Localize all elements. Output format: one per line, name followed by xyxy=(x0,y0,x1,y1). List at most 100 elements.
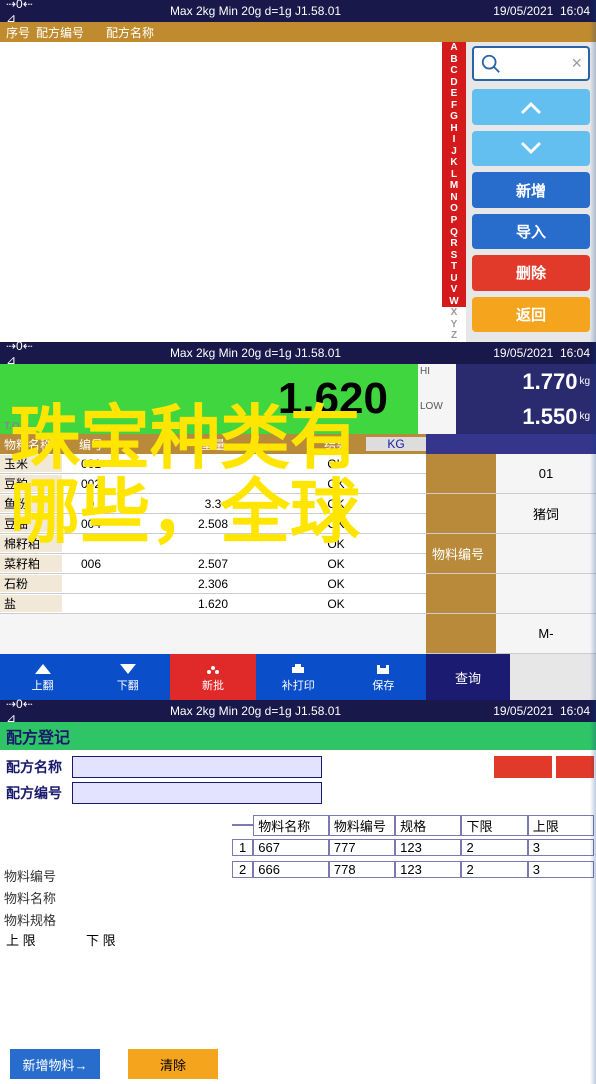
alpha-P[interactable]: P xyxy=(442,215,466,227)
material-table: 物料名称 物料编号 规格 下限 上限 166777712323266677812… xyxy=(232,814,594,880)
alpha-E[interactable]: E xyxy=(442,88,466,100)
table-row[interactable]: 豆粕002OK xyxy=(0,474,426,494)
footer-toolbar: 上翻 下翻 新批 补打印 保存 查询 xyxy=(0,654,596,700)
material-table-header: 物料名称 编号 重量 结果 KG xyxy=(0,434,426,454)
main-weight-value: 1.620 xyxy=(278,374,388,424)
stack-icon xyxy=(203,662,223,676)
label-recipe-name: 配方名称 xyxy=(2,757,72,777)
scale-icon: ⇢0⇠ ⊿ xyxy=(6,339,41,367)
header: ⇢0⇠ ⊿ Max 2kg Min 20g d=1g J1.58.01 19/0… xyxy=(0,0,596,22)
alpha-C[interactable]: C xyxy=(442,65,466,77)
delete-button[interactable]: 删除 xyxy=(472,255,590,290)
header-center: Max 2kg Min 20g d=1g J1.58.01 xyxy=(41,4,470,18)
alpha-L[interactable]: L xyxy=(442,169,466,181)
table-row[interactable]: 菜籽粕0062.507OK xyxy=(0,554,426,574)
table-row[interactable]: 266677812323 xyxy=(232,858,594,880)
table-row[interactable]: 鱼粉03.3OK xyxy=(0,494,426,514)
info-header xyxy=(426,434,596,454)
header-datetime: 19/05/2021 16:04 xyxy=(470,704,590,718)
alpha-Q[interactable]: Q xyxy=(442,227,466,239)
alpha-N[interactable]: N xyxy=(442,192,466,204)
alpha-I[interactable]: I xyxy=(442,134,466,146)
label-recipe-code: 配方编号 xyxy=(2,783,72,803)
recipe-code-input[interactable] xyxy=(72,782,322,804)
search-box[interactable]: × xyxy=(472,46,590,81)
alpha-Z[interactable]: Z xyxy=(442,330,466,342)
page-next-button[interactable]: 下翻 xyxy=(85,654,170,700)
alpha-O[interactable]: O xyxy=(442,203,466,215)
alpha-X[interactable]: X xyxy=(442,307,466,319)
main-weight-display: 1.620 T.O.D xyxy=(0,364,418,434)
side-panel: × 新增 导入 删除 返回 xyxy=(466,42,596,342)
save-button[interactable]: 保存 xyxy=(341,654,426,700)
action-button-2[interactable] xyxy=(556,756,594,778)
new-batch-button[interactable]: 新批 xyxy=(170,654,255,700)
col-seq: 序号 xyxy=(6,24,36,41)
table-row[interactable]: 棉籽粕OK xyxy=(0,534,426,554)
add-button[interactable]: 新增 xyxy=(472,172,590,207)
save-icon xyxy=(373,662,393,676)
header-datetime: 19/05/2021 16:04 xyxy=(470,4,590,18)
arrow-down-icon xyxy=(517,141,545,157)
col-code: 配方编号 xyxy=(36,24,106,41)
alphabet-index[interactable]: ABCDEFGHIJKLMNOPQRSTUVWXYZ xyxy=(442,42,466,342)
info-row: 物料编号 xyxy=(426,534,596,574)
alpha-T[interactable]: T xyxy=(442,261,466,273)
arrow-up-icon xyxy=(517,99,545,115)
alpha-K[interactable]: K xyxy=(442,157,466,169)
alpha-B[interactable]: B xyxy=(442,54,466,66)
table-row[interactable]: 盐1.620OK xyxy=(0,594,426,614)
lo-label: LOW xyxy=(418,399,456,434)
tod-label: T.O.D xyxy=(4,421,30,432)
header-time: 16:04 xyxy=(560,4,590,18)
recipe-list-area[interactable] xyxy=(0,42,442,342)
scale-icon: ⇢0⇠ ⊿ xyxy=(6,0,41,25)
screen-recipe-list: ⇢0⇠ ⊿ Max 2kg Min 20g d=1g J1.58.01 19/0… xyxy=(0,0,596,342)
material-table-header: 物料名称 物料编号 规格 下限 上限 xyxy=(232,814,594,836)
table-row[interactable]: 豆油0042.508OK xyxy=(0,514,426,534)
header-datetime: 19/05/2021 16:04 xyxy=(470,346,590,360)
arrow-up-icon xyxy=(33,662,53,676)
page-prev-button[interactable]: 上翻 xyxy=(0,654,85,700)
header-center: Max 2kg Min 20g d=1g J1.58.01 xyxy=(41,346,470,360)
alpha-U[interactable]: U xyxy=(442,273,466,285)
alpha-S[interactable]: S xyxy=(442,250,466,262)
scroll-up-button[interactable] xyxy=(472,89,590,124)
col-name: 配方名称 xyxy=(106,24,590,41)
printer-icon xyxy=(288,662,308,676)
search-icon xyxy=(480,53,502,75)
alpha-M[interactable]: M xyxy=(442,180,466,192)
query-button[interactable]: 查询 xyxy=(426,654,510,700)
scale-icon: ⇢0⇠ ⊿ xyxy=(6,697,41,725)
header-date: 19/05/2021 xyxy=(493,4,553,18)
table-row[interactable]: 166777712323 xyxy=(232,836,594,858)
clear-icon[interactable]: × xyxy=(571,53,582,74)
add-material-button[interactable]: 新增物料→ xyxy=(10,1049,100,1079)
back-button[interactable]: 返回 xyxy=(472,297,590,332)
alpha-Y[interactable]: Y xyxy=(442,319,466,331)
import-button[interactable]: 导入 xyxy=(472,214,590,249)
alpha-V[interactable]: V xyxy=(442,284,466,296)
alpha-R[interactable]: R xyxy=(442,238,466,250)
hi-lo-values: 1.770kg 1.550kg xyxy=(456,364,596,434)
alpha-H[interactable]: H xyxy=(442,123,466,135)
action-button-1[interactable] xyxy=(494,756,552,778)
table-row[interactable]: 玉米001OK xyxy=(0,454,426,474)
arrow-down-icon xyxy=(118,662,138,676)
alpha-W[interactable]: W xyxy=(442,296,466,308)
header: ⇢0⇠ ⊿ Max 2kg Min 20g d=1g J1.58.01 19/0… xyxy=(0,700,596,722)
alpha-D[interactable]: D xyxy=(442,77,466,89)
reprint-button[interactable]: 补打印 xyxy=(256,654,341,700)
table-row[interactable]: 石粉2.306OK xyxy=(0,574,426,594)
recipe-name-input[interactable] xyxy=(72,756,322,778)
scroll-down-button[interactable] xyxy=(472,131,590,166)
material-form-labels: 物料编号 物料名称 物料规格 xyxy=(4,866,56,932)
alpha-J[interactable]: J xyxy=(442,146,466,158)
alpha-A[interactable]: A xyxy=(442,42,466,54)
screen-weighing: ⇢0⇠ ⊿ Max 2kg Min 20g d=1g J1.58.01 19/0… xyxy=(0,342,596,700)
clear-button[interactable]: 清除 xyxy=(128,1049,218,1079)
info-row: 猪饲 xyxy=(426,494,596,534)
alpha-F[interactable]: F xyxy=(442,100,466,112)
screen-recipe-register: ⇢0⇠ ⊿ Max 2kg Min 20g d=1g J1.58.01 19/0… xyxy=(0,700,596,1084)
alpha-G[interactable]: G xyxy=(442,111,466,123)
